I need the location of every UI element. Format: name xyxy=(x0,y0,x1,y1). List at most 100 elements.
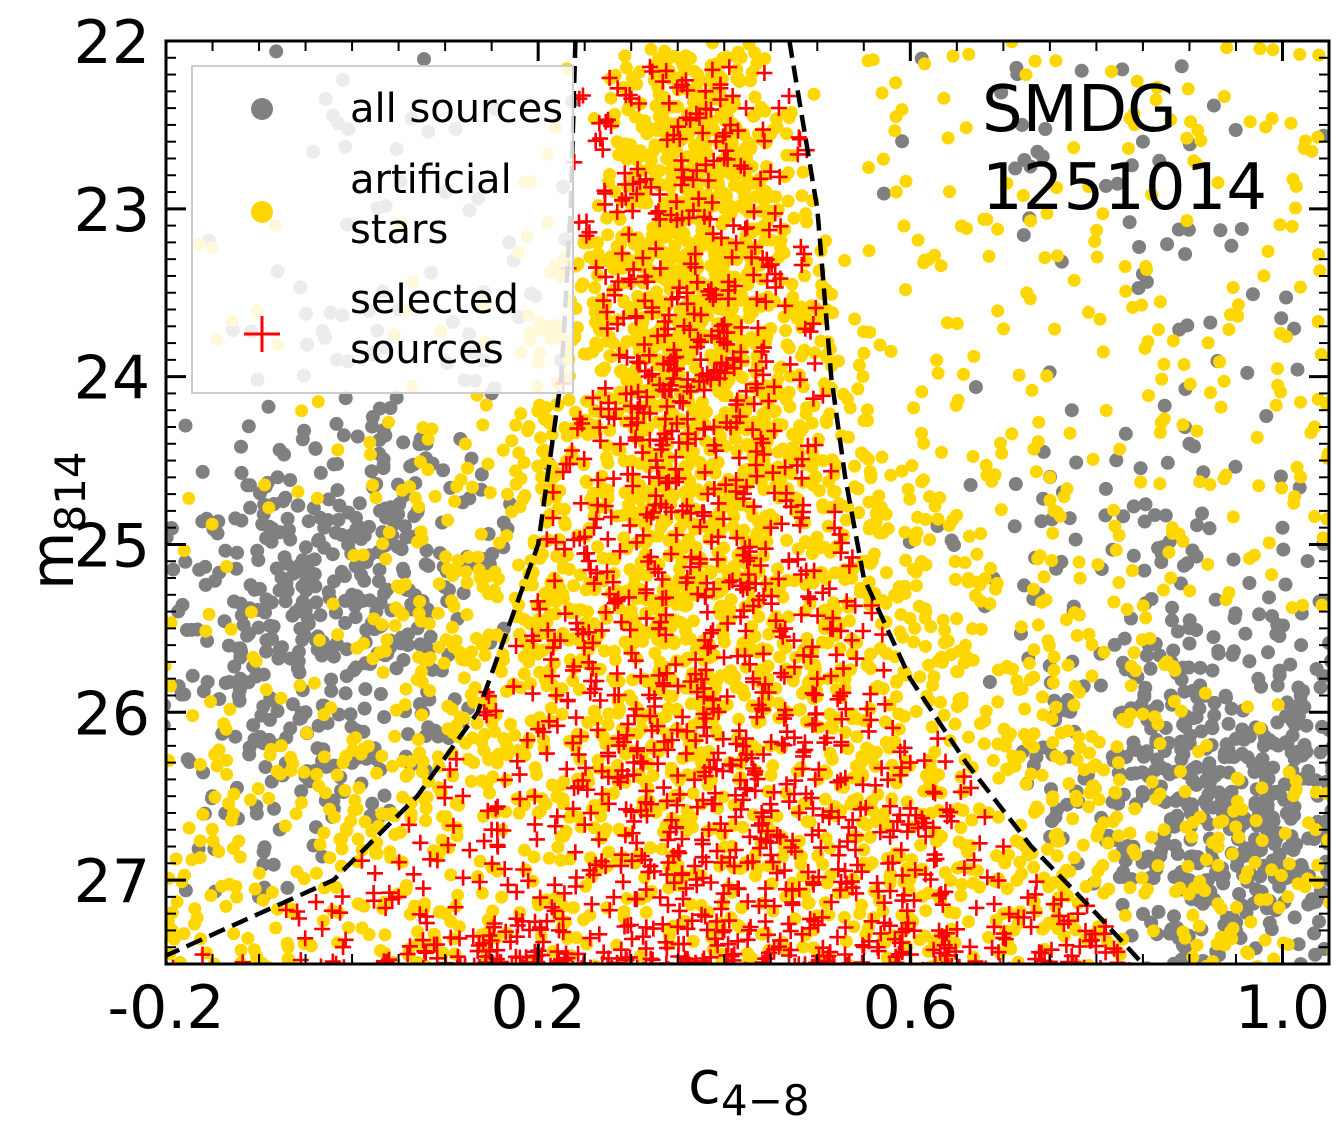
point-artificial-stars xyxy=(903,492,917,506)
point-all-sources xyxy=(228,511,243,526)
point-artificial-stars xyxy=(1169,885,1183,899)
point-all-sources xyxy=(174,687,189,702)
point-all-sources xyxy=(252,581,267,596)
point-artificial-stars xyxy=(278,819,292,833)
point-artificial-stars xyxy=(878,715,892,729)
point-all-sources xyxy=(1008,477,1023,491)
point-artificial-stars xyxy=(723,242,737,256)
point-all-sources xyxy=(1313,680,1328,695)
point-artificial-stars xyxy=(1083,786,1096,800)
point-artificial-stars xyxy=(931,512,945,526)
point-artificial-stars xyxy=(1272,901,1286,914)
point-artificial-stars xyxy=(500,529,514,543)
point-artificial-stars xyxy=(977,737,991,751)
point-artificial-stars xyxy=(1134,475,1148,489)
point-artificial-stars xyxy=(481,457,495,471)
point-artificial-stars xyxy=(872,489,886,503)
point-artificial-stars xyxy=(439,550,453,564)
point-artificial-stars xyxy=(190,911,204,925)
point-artificial-stars xyxy=(899,283,913,297)
point-artificial-stars xyxy=(521,424,535,438)
point-artificial-stars xyxy=(252,866,266,880)
point-all-sources xyxy=(266,857,281,872)
point-artificial-stars xyxy=(773,650,787,664)
point-artificial-stars xyxy=(1041,842,1054,856)
point-artificial-stars xyxy=(914,555,928,569)
point-artificial-stars xyxy=(408,899,422,913)
point-all-sources xyxy=(1126,548,1141,563)
point-artificial-stars xyxy=(399,879,413,892)
point-all-sources xyxy=(1126,499,1141,514)
point-artificial-stars xyxy=(1135,298,1149,312)
point-all-sources xyxy=(1174,752,1189,767)
point-artificial-stars xyxy=(803,657,816,671)
point-all-sources xyxy=(1166,956,1181,964)
point-artificial-stars xyxy=(644,154,658,168)
point-artificial-stars xyxy=(1253,42,1267,56)
point-all-sources xyxy=(258,605,272,620)
point-artificial-stars xyxy=(1070,629,1084,642)
point-artificial-stars xyxy=(925,720,939,734)
point-artificial-stars xyxy=(876,904,890,918)
point-artificial-stars xyxy=(388,729,402,743)
point-artificial-stars xyxy=(451,888,465,902)
point-artificial-stars xyxy=(864,647,878,661)
point-artificial-stars xyxy=(982,249,996,263)
point-artificial-stars xyxy=(1166,334,1180,348)
point-artificial-stars xyxy=(451,554,465,567)
point-all-sources xyxy=(1276,542,1291,557)
point-all-sources xyxy=(1128,741,1142,756)
point-artificial-stars xyxy=(1085,638,1099,652)
point-artificial-stars xyxy=(1023,292,1037,306)
point-artificial-stars xyxy=(1235,802,1249,816)
point-artificial-stars xyxy=(780,148,794,162)
point-all-sources xyxy=(196,684,211,699)
point-artificial-stars xyxy=(533,398,547,412)
point-artificial-stars xyxy=(673,250,687,264)
point-all-sources xyxy=(1322,636,1329,651)
point-artificial-stars xyxy=(379,807,393,821)
point-artificial-stars xyxy=(274,739,288,753)
point-all-sources xyxy=(1195,506,1209,521)
point-artificial-stars xyxy=(587,112,601,125)
point-artificial-stars xyxy=(385,759,399,773)
point-artificial-stars xyxy=(193,758,207,771)
point-artificial-stars xyxy=(356,548,370,562)
point-artificial-stars xyxy=(880,566,893,580)
point-artificial-stars xyxy=(1046,526,1060,540)
point-artificial-stars xyxy=(289,807,303,821)
point-artificial-stars xyxy=(312,779,326,793)
point-all-sources xyxy=(1242,576,1257,590)
point-artificial-stars xyxy=(670,117,683,131)
point-artificial-stars xyxy=(569,405,582,419)
point-artificial-stars xyxy=(1102,882,1116,896)
point-all-sources xyxy=(1137,563,1152,578)
point-artificial-stars xyxy=(366,478,380,492)
point-all-sources xyxy=(298,540,313,555)
point-artificial-stars xyxy=(596,364,610,378)
point-artificial-stars xyxy=(1243,551,1256,565)
point-artificial-stars xyxy=(1151,859,1165,873)
point-artificial-stars xyxy=(818,792,832,806)
point-artificial-stars xyxy=(1153,477,1167,491)
point-artificial-stars xyxy=(516,492,530,506)
point-all-sources xyxy=(1203,315,1218,330)
point-artificial-stars xyxy=(618,486,632,500)
point-all-sources xyxy=(1064,403,1079,418)
point-artificial-stars xyxy=(262,791,276,805)
point-artificial-stars xyxy=(973,880,986,894)
point-artificial-stars xyxy=(943,185,957,199)
point-all-sources xyxy=(380,582,394,597)
point-artificial-stars xyxy=(501,487,514,501)
point-artificial-stars xyxy=(693,455,707,469)
point-artificial-stars xyxy=(1138,886,1152,900)
point-all-sources xyxy=(436,463,451,478)
point-artificial-stars xyxy=(653,164,667,178)
point-artificial-stars xyxy=(363,435,377,449)
point-artificial-stars xyxy=(602,845,616,859)
point-artificial-stars xyxy=(369,491,383,505)
point-all-sources xyxy=(293,621,308,636)
point-artificial-stars xyxy=(696,300,710,313)
point-artificial-stars xyxy=(994,436,1007,450)
point-artificial-stars xyxy=(1070,794,1084,808)
